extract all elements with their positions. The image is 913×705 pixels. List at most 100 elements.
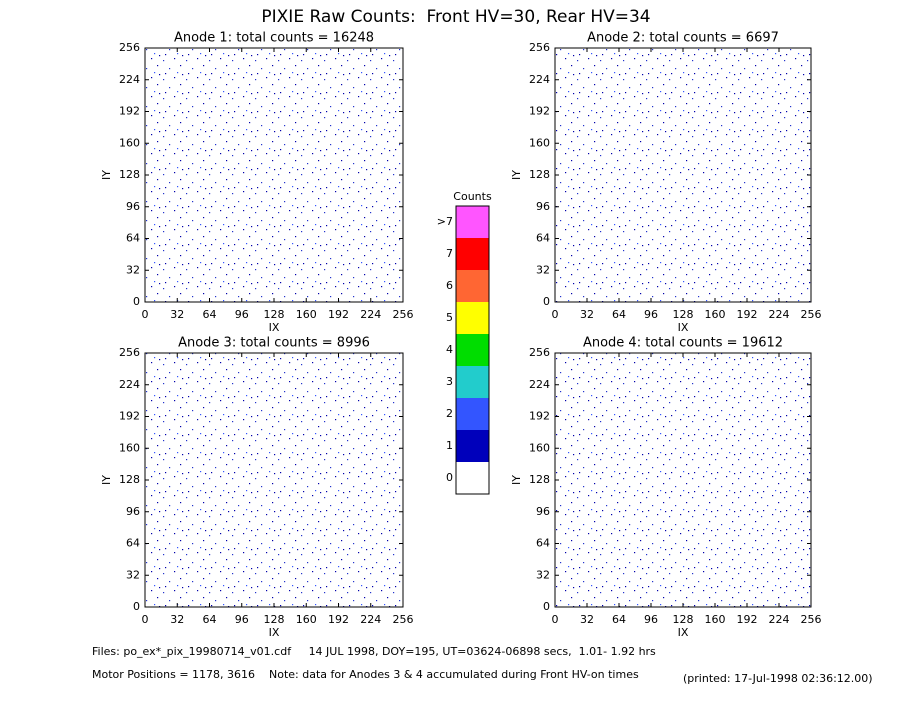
y-tick-label: 32 (126, 568, 140, 581)
x-tick-label: 224 (360, 613, 381, 626)
y-tick-label: 128 (529, 473, 550, 486)
x-tick-label: 32 (170, 308, 184, 321)
y-tick-label: 160 (529, 136, 550, 149)
colorbar-label: 2 (446, 407, 453, 420)
y-tick-label: 192 (529, 105, 550, 118)
x-axis-label: IX (678, 626, 689, 639)
x-tick-label: 96 (644, 308, 658, 321)
x-tick-label: 224 (360, 308, 381, 321)
y-tick-label: 256 (529, 346, 550, 359)
colorbar-swatch (456, 334, 489, 366)
x-tick-label: 32 (170, 613, 184, 626)
y-axis-label: IY (510, 170, 523, 180)
y-tick-label: 160 (119, 441, 140, 454)
colorbar-label: 5 (446, 311, 453, 324)
x-tick-label: 64 (612, 308, 626, 321)
x-tick-label: 160 (705, 613, 726, 626)
y-tick-label: 256 (119, 346, 140, 359)
x-tick-label: 224 (769, 308, 790, 321)
colorbar-swatch (456, 462, 489, 494)
y-tick-label: 128 (529, 168, 550, 181)
y-tick-label: 32 (126, 263, 140, 276)
x-axis-label: IX (269, 321, 280, 334)
x-tick-label: 128 (264, 308, 285, 321)
colorbar-label: 4 (446, 343, 453, 356)
x-tick-label: 128 (673, 308, 694, 321)
colorbar-title: Counts (453, 190, 492, 203)
x-tick-label: 128 (264, 613, 285, 626)
colorbar-swatch (456, 206, 489, 238)
y-axis-label: IY (100, 170, 113, 180)
colorbar-frame (455, 205, 490, 495)
colorbar-swatch (456, 398, 489, 430)
x-tick-label: 96 (235, 308, 249, 321)
plot-background (145, 353, 403, 607)
plot-background (145, 48, 403, 302)
x-tick-label: 32 (580, 613, 594, 626)
plot-background (555, 353, 811, 607)
y-tick-label: 0 (543, 600, 550, 613)
x-tick-label: 96 (235, 613, 249, 626)
x-tick-label: 192 (328, 613, 349, 626)
y-tick-label: 64 (126, 537, 140, 550)
colorbar-swatch (456, 430, 489, 462)
x-tick-label: 32 (580, 308, 594, 321)
y-tick-label: 160 (529, 441, 550, 454)
y-tick-label: 160 (119, 136, 140, 149)
x-tick-label: 192 (328, 308, 349, 321)
footer-files: Files: po_ex*_pix_19980714_v01.cdf 14 JU… (92, 645, 656, 658)
colorbar-label: 1 (446, 439, 453, 452)
x-tick-label: 64 (203, 613, 217, 626)
y-tick-label: 192 (119, 410, 140, 423)
y-tick-label: 128 (119, 473, 140, 486)
x-tick-label: 64 (203, 308, 217, 321)
y-tick-label: 64 (536, 232, 550, 245)
colorbar-swatch (456, 366, 489, 398)
y-tick-label: 224 (529, 73, 550, 86)
colorbar-swatch (456, 270, 489, 302)
x-tick-label: 224 (769, 613, 790, 626)
x-tick-label: 256 (393, 308, 414, 321)
figure-title: PIXIE Raw Counts: Front HV=30, Rear HV=3… (261, 7, 650, 27)
colorbar-label: >7 (437, 215, 453, 228)
x-tick-label: 192 (737, 613, 758, 626)
x-tick-label: 0 (142, 308, 149, 321)
y-tick-label: 96 (126, 505, 140, 518)
x-tick-label: 192 (737, 308, 758, 321)
y-axis-label: IY (510, 475, 523, 485)
panel-title: Anode 4: total counts = 19612 (583, 336, 783, 351)
y-tick-label: 0 (543, 295, 550, 308)
y-axis-label: IY (100, 475, 113, 485)
y-tick-label: 0 (133, 600, 140, 613)
plot-background (555, 48, 811, 302)
colorbar-label: 0 (446, 471, 453, 484)
colorbar-swatch (456, 238, 489, 270)
x-tick-label: 256 (393, 613, 414, 626)
y-tick-label: 256 (529, 41, 550, 54)
x-tick-label: 128 (673, 613, 694, 626)
y-tick-label: 128 (119, 168, 140, 181)
y-tick-label: 256 (119, 41, 140, 54)
colorbar-label: 3 (446, 375, 453, 388)
x-tick-label: 0 (552, 308, 559, 321)
x-tick-label: 64 (612, 613, 626, 626)
y-tick-label: 96 (536, 505, 550, 518)
panel-title: Anode 1: total counts = 16248 (174, 31, 374, 46)
x-tick-label: 96 (644, 613, 658, 626)
y-tick-label: 224 (529, 378, 550, 391)
colorbar-label: 7 (446, 247, 453, 260)
y-tick-label: 192 (119, 105, 140, 118)
colorbar-label: 6 (446, 279, 453, 292)
y-tick-label: 0 (133, 295, 140, 308)
x-tick-label: 256 (801, 308, 822, 321)
panel-title: Anode 2: total counts = 6697 (587, 31, 779, 46)
x-tick-label: 160 (296, 613, 317, 626)
y-tick-label: 96 (536, 200, 550, 213)
footer-motor: Motor Positions = 1178, 3616 Note: data … (92, 668, 639, 681)
y-tick-label: 64 (126, 232, 140, 245)
panel-title: Anode 3: total counts = 8996 (178, 336, 370, 351)
y-tick-label: 32 (536, 263, 550, 276)
x-tick-label: 256 (801, 613, 822, 626)
